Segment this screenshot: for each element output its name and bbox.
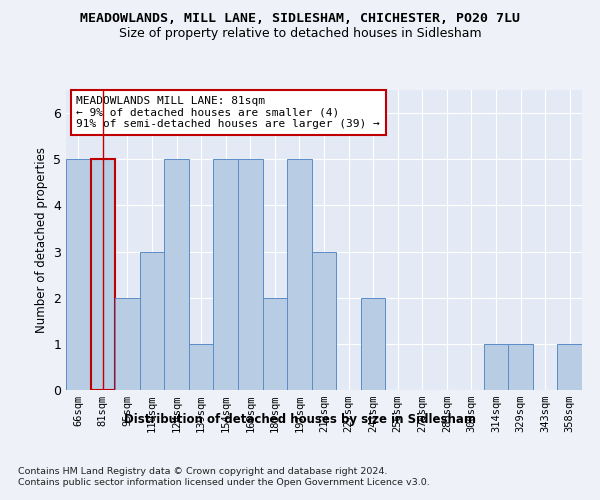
Bar xyxy=(312,252,336,390)
Bar xyxy=(361,298,385,390)
Bar xyxy=(287,159,312,390)
Text: Distribution of detached houses by size in Sidlesham: Distribution of detached houses by size … xyxy=(124,412,476,426)
Bar xyxy=(66,159,91,390)
Bar xyxy=(214,159,238,390)
Bar xyxy=(91,159,115,390)
Bar xyxy=(238,159,263,390)
Bar xyxy=(484,344,508,390)
Bar xyxy=(263,298,287,390)
Bar xyxy=(140,252,164,390)
Bar xyxy=(164,159,189,390)
Bar xyxy=(557,344,582,390)
Text: Size of property relative to detached houses in Sidlesham: Size of property relative to detached ho… xyxy=(119,28,481,40)
Bar xyxy=(189,344,214,390)
Bar xyxy=(115,298,140,390)
Y-axis label: Number of detached properties: Number of detached properties xyxy=(35,147,47,333)
Text: MEADOWLANDS MILL LANE: 81sqm
← 9% of detached houses are smaller (4)
91% of semi: MEADOWLANDS MILL LANE: 81sqm ← 9% of det… xyxy=(76,96,380,129)
Text: Contains HM Land Registry data © Crown copyright and database right 2024.
Contai: Contains HM Land Registry data © Crown c… xyxy=(18,468,430,487)
Text: MEADOWLANDS, MILL LANE, SIDLESHAM, CHICHESTER, PO20 7LU: MEADOWLANDS, MILL LANE, SIDLESHAM, CHICH… xyxy=(80,12,520,26)
Bar xyxy=(508,344,533,390)
